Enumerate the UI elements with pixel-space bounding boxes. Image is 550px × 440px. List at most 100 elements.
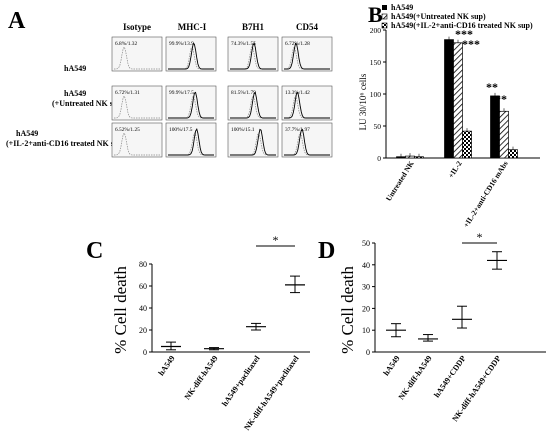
col-header-mhc-i: MHC-I	[178, 22, 207, 32]
x-tick-label: hA549	[157, 354, 177, 377]
legend-label-1: hA549	[391, 3, 413, 12]
y-axis-label-b: LU 30/10⁶ cells	[358, 73, 368, 130]
histogram-isotype-curve	[114, 95, 160, 119]
histogram-curve	[168, 127, 214, 156]
y-tick-label: 40	[139, 304, 147, 313]
histogram-curve	[230, 41, 276, 70]
row-label-2-line2: (+Untreated NK sup)	[52, 99, 125, 108]
bar	[444, 39, 454, 159]
histogram-value: 99.9%/13.9	[169, 41, 194, 47]
x-tick-label: +IL-2+anti-CD16 mAbs	[461, 159, 509, 229]
col-header-cd54: CD54	[296, 22, 318, 32]
y-tick-label: 30	[362, 283, 370, 292]
histogram-frame	[165, 122, 217, 158]
x-tick-label: hA549+paclitaxel	[220, 353, 262, 408]
x-tick-label: NK-diff-hA549	[397, 354, 434, 401]
col-header-isotype: Isotype	[123, 22, 151, 32]
histogram-value: 99.9%/17.5	[169, 90, 194, 96]
x-tick-label: Untreated NK	[384, 159, 416, 202]
histogram-curve	[230, 128, 276, 156]
histogram-frame	[227, 36, 279, 72]
x-tick-label: NK-diff-hA549	[183, 354, 220, 401]
y-tick-label: 50	[362, 239, 370, 248]
panel-letter-d: D	[318, 238, 335, 264]
histogram-curve	[168, 42, 214, 70]
legend-label-2: hA549(+Untreated NK sup)	[391, 12, 486, 21]
histogram-value: 6.72%/1.31	[115, 90, 140, 96]
histogram-isotype-curve	[114, 132, 160, 156]
row-label-3-line2: (+IL-2+anti-CD16 treated NK sup)	[6, 139, 126, 148]
panel-letter-b: B	[368, 2, 383, 27]
y-tick-label: 0	[143, 348, 147, 357]
y-tick-label: 200	[370, 26, 382, 35]
histogram-curve	[284, 91, 330, 119]
histogram-curve	[284, 128, 330, 156]
y-tick-label: 50	[374, 122, 382, 131]
histogram-value: 100%/15.1	[231, 127, 255, 133]
histogram-frame	[227, 85, 279, 121]
flow-cytometry-panel: Isotype MHC-I B7H1 CD54 hA549 hA549 (+Un…	[6, 22, 333, 158]
y-axis-label-d: % Cell death	[338, 266, 357, 354]
histogram-curve	[284, 42, 330, 70]
histogram-value: 6.8%/1.32	[115, 41, 137, 47]
legend-swatch-hatch	[381, 13, 388, 20]
significance-star: ***	[462, 37, 480, 51]
bar	[396, 156, 406, 159]
bar	[414, 156, 424, 159]
panel-letter-c: C	[86, 238, 103, 264]
histogram-frame	[111, 36, 163, 72]
y-axis-label-c: % Cell death	[111, 266, 130, 354]
y-tick-label: 20	[139, 326, 147, 335]
legend-swatch-solid	[382, 5, 387, 10]
bar	[453, 42, 463, 159]
bar	[499, 110, 509, 159]
y-tick-label: 80	[139, 260, 147, 269]
significance-star: **	[495, 92, 507, 106]
histogram-value: 74.3%/1.55	[231, 41, 256, 47]
histogram-frame	[111, 85, 163, 121]
x-tick-label: hA549	[382, 354, 402, 377]
y-tick-label: 0	[377, 154, 381, 163]
row-label-3-line1: hA549	[16, 129, 38, 138]
panel-letter-a: A	[8, 8, 26, 34]
histogram-frame	[165, 85, 217, 121]
histogram-curve	[168, 91, 214, 119]
scatter-chart-d: % Cell death 0 10 20 30 40 50 * hA549NK-diff-hA…	[338, 230, 546, 423]
significance-star: ***	[455, 27, 473, 41]
row-label-1: hA549	[64, 64, 86, 73]
histogram-value: 6.72%/1.28	[285, 41, 310, 47]
histogram-value: 81.5%/1.79	[231, 90, 256, 96]
bar	[405, 155, 415, 159]
y-tick-label: 150	[370, 58, 382, 67]
histogram-frame	[227, 122, 279, 158]
y-tick-label: 100	[370, 90, 382, 99]
legend-swatch-check	[381, 22, 388, 29]
significance-star: *	[273, 233, 279, 247]
histogram-frame	[111, 122, 163, 158]
legend-label-3: hA549(+IL-2+anti-CD16 treated NK sup)	[391, 21, 533, 30]
bar	[462, 130, 472, 159]
significance-star: **	[486, 80, 498, 94]
scatter-chart-c: % Cell death 0 20 40 60 80 * hA549 NK-diff-hA54…	[111, 233, 310, 432]
bar	[508, 149, 518, 159]
y-tick-label: 40	[362, 261, 370, 270]
histogram-frame	[281, 85, 333, 121]
histogram-value: 100%/17.5	[169, 127, 193, 133]
row-label-2-line1: hA549	[64, 89, 86, 98]
histogram-frame	[281, 36, 333, 72]
y-tick-label: 0	[366, 348, 370, 357]
histogram-curve	[230, 91, 276, 119]
histogram-value: 6.52%/1.25	[115, 127, 140, 133]
histogram-value: 37.7%/1.97	[285, 127, 310, 133]
y-tick-label: 20	[362, 304, 370, 313]
histogram-value: 13.3%/1.42	[285, 90, 310, 96]
x-tick-label: +IL-2	[446, 159, 464, 180]
significance-star: *	[477, 230, 483, 244]
y-tick-label: 10	[362, 326, 370, 335]
histogram-isotype-curve	[114, 46, 160, 70]
y-tick-label: 60	[139, 282, 147, 291]
bar-chart-b: hA549 hA549(+Untreated NK sup) hA549(+IL…	[358, 3, 540, 229]
col-header-b7h1: B7H1	[242, 22, 265, 32]
x-tick-label: hA549+CDDP	[432, 354, 468, 399]
